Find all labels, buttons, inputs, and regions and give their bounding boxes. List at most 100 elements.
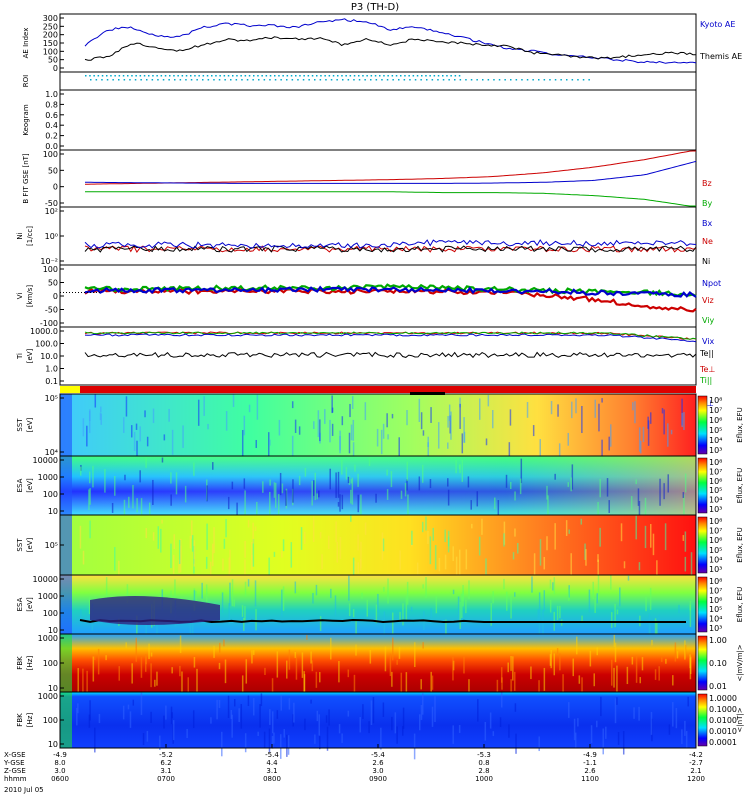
roi-mark: [345, 75, 347, 77]
heatmap-stripe: [336, 541, 339, 563]
heatmap-stripe: [136, 615, 138, 636]
heatmap-stripe: [259, 704, 261, 728]
heatmap-stripe: [254, 526, 257, 532]
heatmap-stripe: [447, 416, 449, 428]
heatmap-stripe: [179, 635, 182, 654]
y-axis-label: Vi: [16, 293, 24, 300]
heatmap-stripe: [318, 714, 321, 736]
roi-mark: [148, 75, 150, 77]
heatmap-stripe: [99, 412, 102, 421]
heatmap-stripe: [434, 545, 437, 570]
heatmap-stripe: [345, 467, 348, 480]
y-axis-unit: [eV]: [26, 537, 34, 552]
roi-mark: [404, 75, 406, 77]
heatmap-stripe: [581, 677, 583, 692]
heatmap-stripe: [94, 655, 96, 660]
heatmap-stripe: [350, 489, 352, 504]
heatmap-stripe: [337, 471, 340, 498]
heatmap-stripe: [654, 669, 657, 680]
x-row-label: 2010 Jul 05: [4, 786, 44, 794]
heatmap-stripe: [273, 482, 276, 498]
x-tick-label-x: -4.9: [583, 751, 597, 759]
roi-mark: [330, 79, 333, 81]
heatmap-stripe: [357, 562, 360, 574]
heatmap-stripe: [334, 595, 337, 616]
colorbar-label: Eflux, EFU: [736, 407, 744, 442]
heatmap-stripe: [429, 536, 432, 565]
x-tick-label-z: 2.8: [478, 767, 489, 775]
roi-mark: [106, 75, 108, 77]
heatmap-overlay: [60, 456, 696, 515]
heatmap-stripe: [616, 609, 619, 615]
colorbar-fbk-e: 1.00 0.10 0.01 <|mV/m|>: [697, 635, 744, 691]
heatmap-stripe: [678, 604, 680, 614]
heatmap-stripe: [314, 472, 317, 501]
roi-mark: [90, 79, 92, 81]
heatmap-stripe: [613, 634, 616, 648]
heatmap-stripe: [492, 731, 495, 737]
colorbar-tick-label: 10⁴: [709, 436, 722, 445]
heatmap-stripe: [396, 726, 398, 744]
heatmap-stripe: [634, 401, 636, 424]
series-temp-1: [84, 331, 697, 340]
heatmap-stripe: [269, 709, 271, 725]
heatmap-stripe: [588, 589, 591, 613]
heatmap-stripe: [578, 675, 581, 684]
heatmap-stripe: [611, 612, 613, 628]
heatmap-stripe: [485, 438, 488, 446]
heatmap-stripe: [313, 421, 315, 430]
heatmap-stripe: [317, 410, 320, 438]
y-tick-label: 0.8: [45, 100, 58, 109]
roi-mark: [403, 79, 406, 81]
roi-mark: [173, 75, 175, 77]
heatmap-stripe: [145, 457, 147, 468]
y-axis-label: ESA: [16, 478, 24, 492]
heatmap-stripe: [182, 425, 184, 448]
roi-mark: [202, 75, 205, 77]
heatmap-stripe: [355, 620, 357, 639]
heatmap-stripe: [510, 595, 512, 619]
heatmap-stripe: [638, 500, 641, 523]
heatmap-stripe: [687, 696, 689, 707]
roi-mark: [198, 75, 200, 77]
colorbar-gradient: [697, 576, 708, 633]
colorbar-tick-label: 10⁸: [709, 577, 722, 586]
heatmap-stripe: [380, 727, 382, 750]
heatmap-stripe: [608, 436, 610, 451]
y-tick-label: 1000.0: [30, 327, 58, 336]
colorbar-tick-label: 10⁷: [709, 527, 722, 536]
heatmap-stripe: [489, 712, 492, 729]
heatmap-stripe: [391, 671, 393, 687]
heatmap-stripe: [382, 423, 385, 439]
x-tick-label-z: 3.1: [266, 767, 277, 775]
heatmap-stripe: [581, 405, 583, 434]
heatmap-stripe: [331, 407, 334, 413]
colorbar-tick-label: 10³: [709, 565, 722, 574]
roi-mark: [392, 79, 394, 81]
heatmap-stripe: [191, 535, 194, 552]
heatmap-stripe: [458, 725, 461, 733]
heatmap-stripe: [187, 677, 190, 693]
legend-velocity: Viz Viy Vix: [702, 296, 715, 346]
heatmap-stripe: [420, 704, 423, 720]
x-row-label: Z-GSE: [4, 767, 26, 775]
heatmap-stripe: [391, 716, 393, 731]
heatmap-stripe: [676, 651, 679, 659]
heatmap-stripe: [492, 591, 494, 604]
heatmap-stripe: [461, 593, 463, 619]
heatmap-stripe: [104, 469, 106, 493]
roi-mark: [487, 79, 490, 81]
heatmap-stripe: [637, 488, 640, 506]
heatmap-stripe: [232, 394, 235, 407]
heatmap-stripe: [298, 426, 301, 435]
heatmap-stripe: [538, 736, 540, 752]
heatmap-stripe: [510, 679, 512, 693]
heatmap-stripe: [549, 654, 552, 666]
heatmap-stripe: [445, 619, 447, 641]
heatmap-stripe: [400, 490, 403, 499]
heatmap-stripe: [229, 582, 231, 606]
heatmap-stripe: [192, 710, 195, 729]
y-tick-label: 50: [48, 166, 58, 175]
heatmap-stripe: [514, 528, 516, 537]
roi-mark: [223, 75, 226, 77]
